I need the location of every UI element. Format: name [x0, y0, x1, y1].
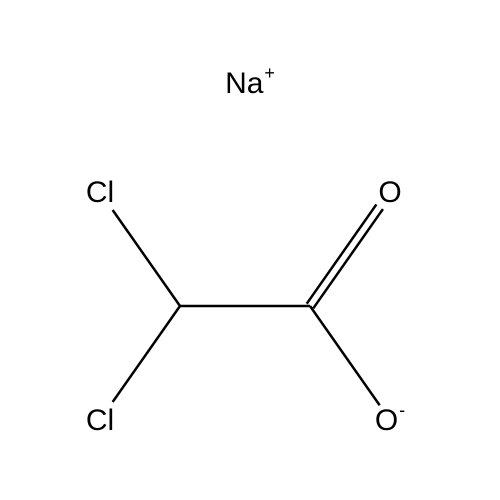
atom-label-cl-top: Cl [86, 176, 114, 209]
bond-line [113, 210, 180, 306]
atom-charge: - [399, 400, 405, 420]
bond-line [307, 204, 377, 303]
bond-line [113, 306, 180, 402]
atom-symbol: Cl [86, 176, 114, 209]
counterion-symbol: Na [225, 67, 264, 100]
atom-symbol: Cl [86, 404, 114, 437]
atom-symbol: O [375, 404, 398, 437]
bond-line [310, 306, 380, 405]
counterion-charge: + [264, 63, 275, 83]
counterion-label: Na+ [225, 63, 275, 100]
atom-symbol: O [378, 176, 401, 209]
atom-label-cl-bottom: Cl [86, 404, 114, 437]
bond-line [313, 209, 383, 308]
atom-label-o-minus: O- [375, 400, 405, 437]
atom-label-o-double: O [378, 176, 401, 209]
